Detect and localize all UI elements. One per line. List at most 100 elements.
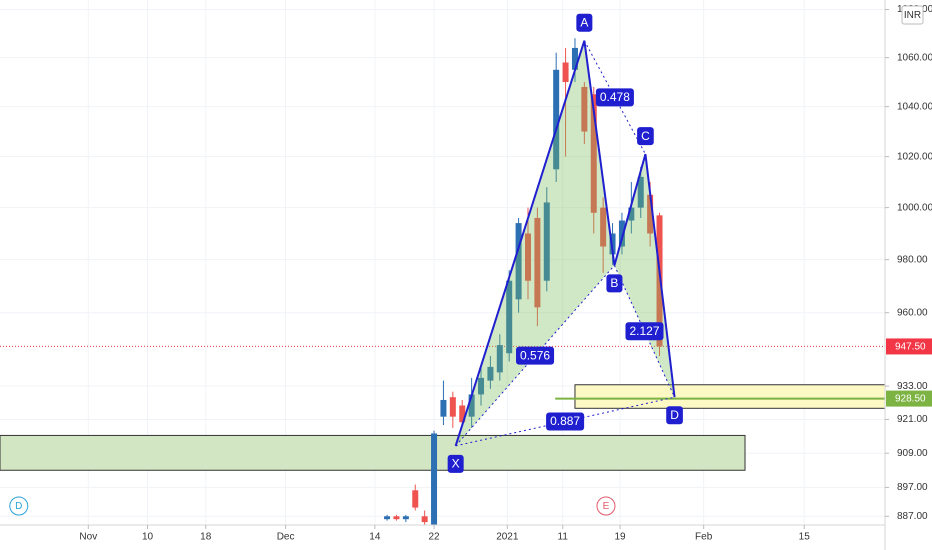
pattern-point-label-text: X <box>452 457 460 471</box>
pattern-ratio-label-box <box>516 346 555 365</box>
pattern-point-label-box <box>576 13 593 32</box>
pattern-dotted-line <box>583 40 646 155</box>
price-label-box <box>886 338 932 355</box>
overlay: INR X A B C D 0.576 0.478 2.127 0.887 D E <box>9 5 924 516</box>
x-tick-label: Feb <box>695 532 713 543</box>
candle-body <box>515 223 522 300</box>
candle-body <box>562 62 569 83</box>
candle-body <box>402 516 409 520</box>
candle-body <box>384 516 391 520</box>
candle-body <box>412 490 419 508</box>
plot-area <box>0 0 885 525</box>
candle-body <box>478 377 485 395</box>
candle-body <box>393 516 400 520</box>
event-marker <box>596 496 616 516</box>
pattern-point-label-text: A <box>580 15 588 29</box>
event-label: E <box>603 501 610 512</box>
candle-body <box>553 69 560 170</box>
pattern-ratio-label-text: 0.478 <box>600 90 630 104</box>
pattern-point-label-text: B <box>610 276 618 290</box>
zone <box>574 384 885 409</box>
candle-body <box>506 280 513 354</box>
candle-body <box>524 233 531 281</box>
pattern-dotted-line <box>455 396 675 447</box>
pattern-fill <box>455 40 615 446</box>
pattern-point-label-text: C <box>641 129 650 143</box>
candle-body <box>581 86 588 132</box>
x-tick-label: 11 <box>558 532 569 543</box>
candle-body <box>496 345 503 373</box>
x-tick-label: 2021 <box>496 532 519 543</box>
x-tick-label: Nov <box>79 532 97 543</box>
y-tick-label: 921.00 <box>897 414 928 425</box>
y-tick-label: 1020.00 <box>897 151 932 162</box>
candle-body <box>656 215 663 347</box>
y-tick-label: 1040.00 <box>897 101 932 112</box>
candle-body <box>590 94 597 213</box>
y-tick-label: 980.00 <box>897 254 928 265</box>
pattern-ratio-label: 0.576 <box>516 346 555 365</box>
time-axis-bg <box>0 525 885 550</box>
pattern-dotted-line <box>613 265 676 398</box>
y-tick-label: 897.00 <box>897 482 928 493</box>
x-tick-label: 18 <box>200 532 212 543</box>
candle-body <box>459 405 466 423</box>
pattern-point-label: D <box>666 406 683 425</box>
candle-body <box>487 366 494 381</box>
candle-body <box>534 217 541 308</box>
candle-body <box>440 399 447 417</box>
x-tick-label: 19 <box>615 532 627 543</box>
pattern-ratio-label-box <box>546 412 585 431</box>
pattern-point-label-box <box>637 127 654 146</box>
price-label-box <box>886 390 932 407</box>
price-axis-bg <box>885 0 932 550</box>
pattern-point-label: X <box>447 454 464 473</box>
candle-body <box>543 202 550 281</box>
candle-body <box>571 47 578 70</box>
pattern-point-label-box <box>666 406 683 425</box>
event-marker <box>9 496 29 516</box>
event-label: D <box>15 501 22 512</box>
x-tick-label: 14 <box>369 532 381 543</box>
pattern-ratio-label-box <box>595 88 634 107</box>
candle-body <box>600 207 607 247</box>
candle-body <box>637 176 644 208</box>
pattern-point-label: A <box>576 13 593 32</box>
candle-body <box>468 394 475 417</box>
y-tick-label: 909.00 <box>897 448 928 459</box>
pattern-ratio-label: 0.478 <box>595 88 634 107</box>
x-tick-label: 10 <box>142 532 154 543</box>
pattern-ratio-label: 2.127 <box>625 322 664 341</box>
pattern-point-label-text: D <box>670 408 679 422</box>
pattern-point-label-box <box>447 454 464 473</box>
y-tick-label: 1060.00 <box>897 52 932 63</box>
pattern-ratio-label: 0.887 <box>546 412 585 431</box>
candle-body <box>628 207 635 221</box>
pattern-ratio-label-text: 0.887 <box>550 414 580 428</box>
y-tick-label: 933.00 <box>897 381 928 392</box>
price-label: 947.50 <box>895 342 926 353</box>
candle-body <box>647 194 654 234</box>
zone <box>0 434 746 471</box>
x-tick-label: 22 <box>428 532 440 543</box>
y-tick-label: 887.00 <box>897 511 928 522</box>
pattern-ratio-label-text: 2.127 <box>629 324 659 338</box>
currency-box <box>901 5 924 25</box>
candle-body <box>449 397 456 417</box>
candle-body <box>618 220 625 247</box>
pattern-line <box>454 40 676 447</box>
currency-label: INR <box>904 10 921 21</box>
pattern-ratio-label-text: 0.576 <box>520 348 550 362</box>
price-label: 928.50 <box>895 394 926 405</box>
y-tick-label: 960.00 <box>897 307 928 318</box>
pattern-ratio-label-box <box>625 322 664 341</box>
pattern-point-label: B <box>606 274 623 293</box>
x-tick-label: Dec <box>277 532 295 543</box>
candle-body <box>421 516 428 523</box>
y-tick-label: 1000.00 <box>897 202 932 213</box>
pattern-point-label: C <box>637 127 654 146</box>
x-tick-label: 15 <box>799 532 811 543</box>
